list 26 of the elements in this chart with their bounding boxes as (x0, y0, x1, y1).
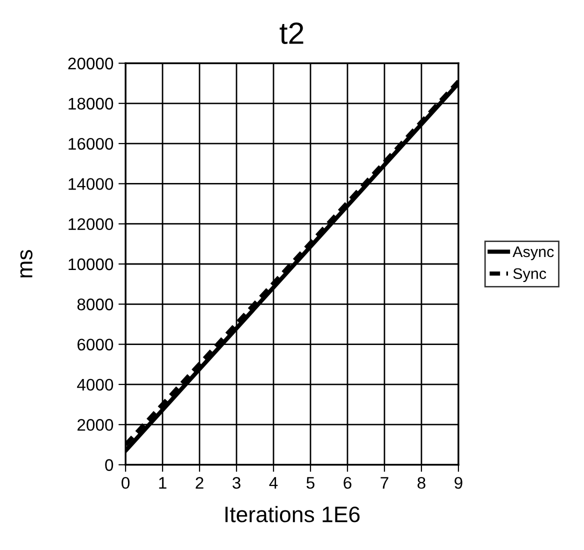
y-tick-label: 20000 (68, 58, 114, 70)
x-tick-label: 0 (122, 476, 130, 489)
y-tick-label: 8000 (77, 298, 114, 310)
legend-label: Sync (513, 268, 546, 282)
x-tick-label: 4 (269, 477, 278, 489)
x-tick-label: 1 (159, 477, 166, 489)
y-tick-label: 2000 (78, 419, 114, 431)
legend-label: Async (512, 246, 554, 260)
y-tick-label: 18000 (68, 98, 114, 110)
x-tick-label: 3 (232, 476, 240, 489)
x-axis-title: Iterations 1E6 (225, 506, 360, 522)
chart-title: t2 (280, 22, 304, 44)
x-tick-label: 5 (306, 477, 314, 489)
y-tick-label: 16000 (68, 138, 114, 150)
y-tick-label: 4000 (77, 378, 114, 391)
y-tick-label: 14000 (68, 178, 114, 190)
y-tick-label: 6000 (78, 338, 114, 351)
x-tick-label: 7 (380, 477, 388, 489)
x-tick-label: 8 (418, 476, 426, 489)
x-tick-label: 6 (344, 476, 352, 489)
y-tick-label: 0 (105, 459, 114, 471)
y-axis-title: ms (20, 250, 32, 278)
x-tick-label: 9 (454, 476, 462, 489)
x-tick-label: 2 (196, 476, 204, 489)
y-tick-label: 12000 (68, 218, 114, 230)
y-tick-label: 10000 (68, 258, 114, 270)
